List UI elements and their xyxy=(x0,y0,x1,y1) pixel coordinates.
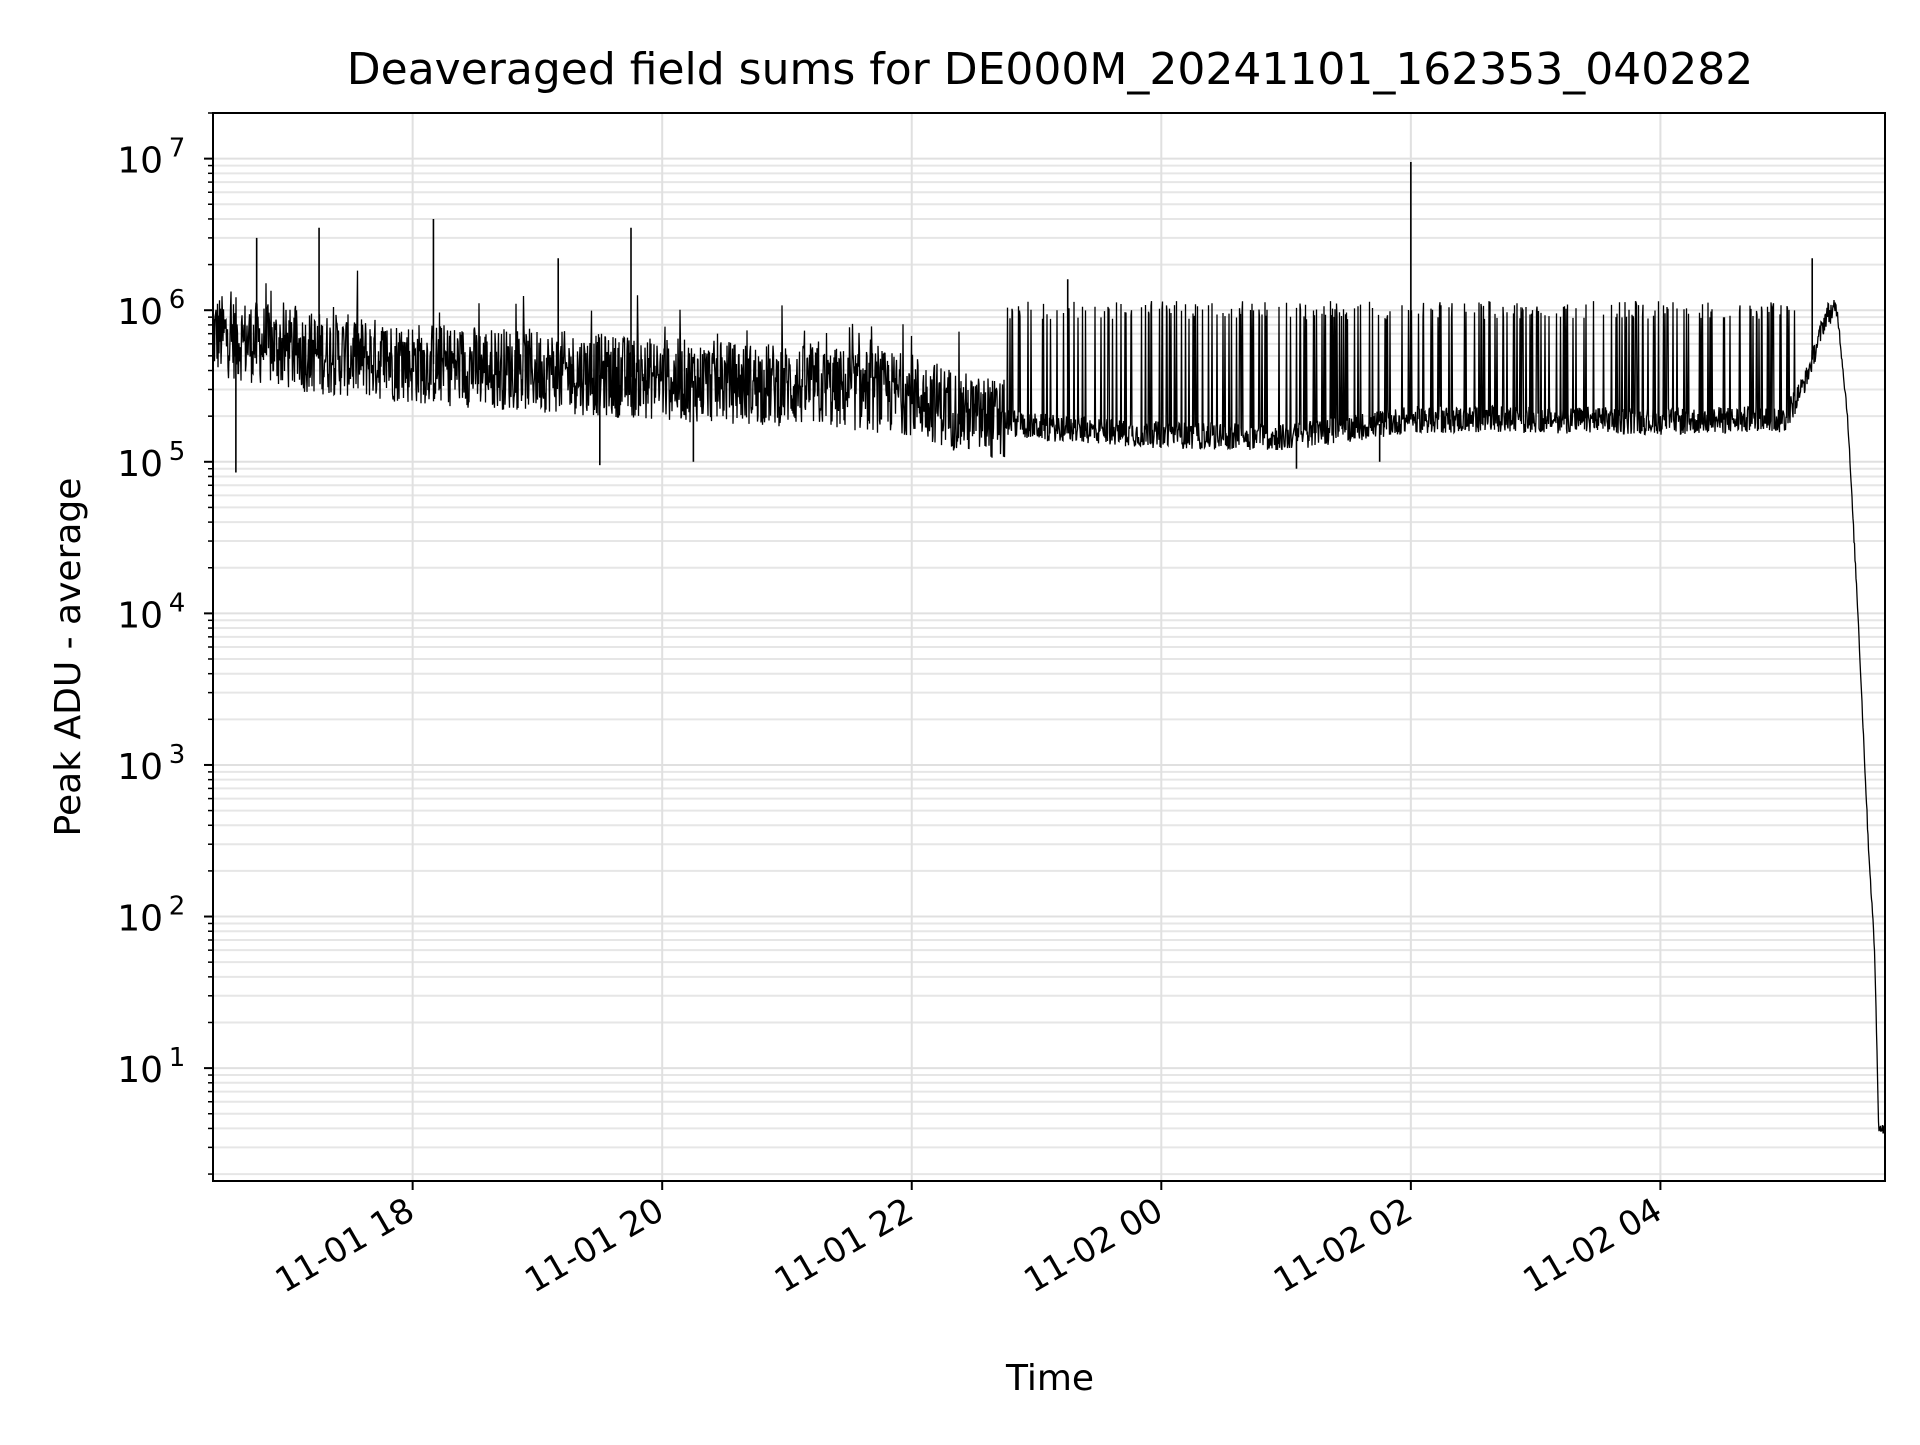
x-tick-label: 11-02 00 xyxy=(1017,1190,1169,1301)
y-tick-label: 10 xyxy=(117,595,163,636)
y-tick-exponent: 2 xyxy=(169,892,186,922)
y-tick-label: 10 xyxy=(117,444,163,485)
series-line xyxy=(212,270,1886,1134)
y-tick-label: 10 xyxy=(117,899,163,940)
y-tick-exponent: 5 xyxy=(169,437,186,467)
x-tick-label: 11-01 18 xyxy=(269,1190,421,1301)
x-tick-label: 11-02 04 xyxy=(1517,1190,1669,1301)
x-tick-label: 11-01 20 xyxy=(518,1190,670,1301)
chart-title: Deaveraged field sums for DE000M_2024110… xyxy=(347,44,1754,95)
y-tick-label: 10 xyxy=(117,292,163,333)
y-tick-exponent: 7 xyxy=(169,134,186,164)
y-tick-label: 10 xyxy=(117,747,163,788)
x-axis-label: Time xyxy=(1005,1358,1094,1399)
y-axis-label: Peak ADU - average xyxy=(48,478,89,837)
y-tick-exponent: 3 xyxy=(169,740,186,770)
y-tick-exponent: 4 xyxy=(169,588,186,618)
y-tick-exponent: 1 xyxy=(169,1043,186,1073)
y-tick-exponent: 6 xyxy=(169,285,186,315)
y-tick-label: 10 xyxy=(117,141,163,182)
grid xyxy=(213,112,1885,1181)
x-tick-label: 11-02 02 xyxy=(1267,1190,1419,1301)
y-tick-label: 10 xyxy=(117,1050,163,1091)
data-series xyxy=(212,162,1886,1134)
x-tick-label: 11-01 22 xyxy=(768,1190,920,1301)
